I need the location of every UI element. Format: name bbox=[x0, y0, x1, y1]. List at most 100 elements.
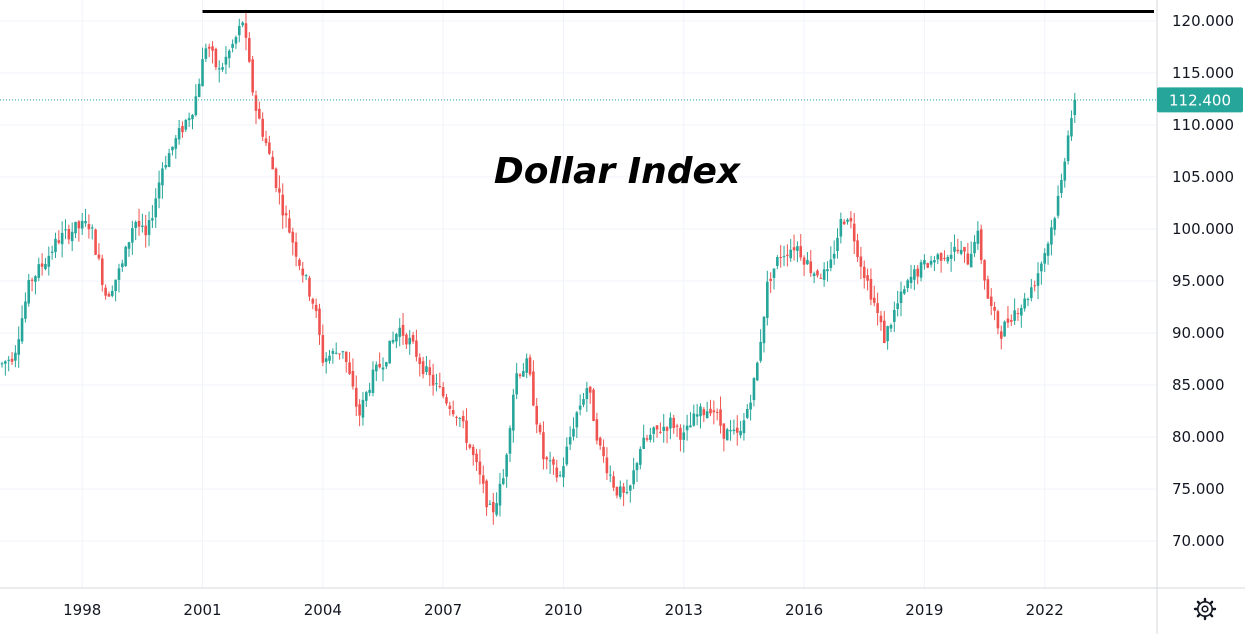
candle-body bbox=[732, 429, 736, 432]
candle-body bbox=[27, 279, 31, 304]
candle-body bbox=[485, 480, 488, 508]
candle-body bbox=[264, 138, 268, 144]
candle-body bbox=[167, 153, 171, 167]
candle-body bbox=[782, 256, 786, 258]
candle-body bbox=[669, 417, 672, 429]
candle-body bbox=[966, 253, 970, 265]
candle-body bbox=[562, 466, 565, 478]
candle-body bbox=[933, 260, 936, 263]
x-tick-label: 1998 bbox=[63, 601, 101, 619]
candle-body bbox=[655, 425, 659, 430]
candle-body bbox=[1030, 287, 1033, 299]
y-tick-label: 70.000 bbox=[1172, 532, 1225, 550]
candle-body bbox=[194, 96, 198, 116]
candle-body bbox=[231, 43, 234, 48]
candle-body bbox=[141, 225, 144, 227]
candle-body bbox=[799, 246, 803, 258]
candle-body bbox=[491, 501, 495, 513]
candle-body bbox=[685, 425, 689, 431]
candle-body bbox=[719, 409, 722, 426]
candle-body bbox=[1036, 273, 1040, 286]
candle-body bbox=[913, 269, 916, 280]
candle-body bbox=[963, 246, 966, 252]
candle-body bbox=[752, 378, 756, 401]
candle-body bbox=[7, 359, 10, 361]
candle-body bbox=[131, 228, 134, 243]
candle-body bbox=[84, 220, 87, 224]
current-price-label: 112.400 bbox=[1157, 87, 1243, 113]
candle-body bbox=[896, 303, 899, 310]
candle-body bbox=[923, 260, 926, 265]
candle-body bbox=[956, 249, 960, 252]
candle-body bbox=[976, 230, 980, 244]
candle-body bbox=[17, 339, 21, 355]
candle-body bbox=[144, 225, 148, 236]
candle-body bbox=[522, 371, 525, 377]
candle-body bbox=[502, 478, 505, 484]
candle-body bbox=[30, 279, 34, 281]
candle-body bbox=[1073, 99, 1077, 116]
candle-body bbox=[278, 188, 281, 193]
candle-body bbox=[929, 260, 933, 265]
candle-body bbox=[268, 142, 271, 154]
y-tick-label: 95.000 bbox=[1172, 272, 1225, 290]
candle-body bbox=[632, 470, 635, 485]
candle-body bbox=[10, 358, 14, 362]
candle-body bbox=[508, 428, 512, 454]
candle-body bbox=[368, 389, 371, 393]
candle-body bbox=[314, 304, 318, 312]
candle-body bbox=[1006, 318, 1010, 323]
candle-body bbox=[662, 426, 666, 431]
y-tick-label: 80.000 bbox=[1172, 428, 1225, 446]
candle-body bbox=[755, 362, 759, 381]
candle-body bbox=[645, 438, 649, 440]
candle-body bbox=[401, 324, 405, 336]
candle-body bbox=[872, 297, 876, 303]
candle-body bbox=[866, 275, 869, 281]
candle-body bbox=[836, 237, 839, 252]
candle-body bbox=[151, 218, 154, 221]
candle-body bbox=[298, 259, 301, 266]
candle-body bbox=[338, 353, 341, 355]
candle-body bbox=[943, 257, 946, 259]
candle-body bbox=[832, 253, 836, 259]
candle-body bbox=[769, 278, 772, 281]
candle-body bbox=[789, 249, 793, 259]
candle-body bbox=[1026, 299, 1030, 301]
candle-body bbox=[104, 287, 107, 296]
candle-body bbox=[137, 220, 141, 227]
candle-body bbox=[578, 405, 582, 410]
candle-body bbox=[244, 23, 248, 38]
chart-title: Dollar Index bbox=[494, 151, 742, 192]
candle-body bbox=[1040, 263, 1043, 272]
candle-body bbox=[525, 358, 528, 373]
candle-body bbox=[254, 95, 258, 111]
candle-body bbox=[749, 402, 752, 410]
candle-body bbox=[354, 387, 358, 407]
grid-lines bbox=[0, 0, 1157, 588]
candle-body bbox=[1056, 195, 1060, 216]
candle-body bbox=[284, 213, 288, 216]
candle-body bbox=[204, 48, 208, 59]
candle-body bbox=[989, 296, 993, 307]
candle-body bbox=[642, 437, 645, 449]
candle-body bbox=[110, 290, 114, 296]
candle-body bbox=[371, 369, 375, 393]
candle-body bbox=[512, 394, 515, 431]
candle-body bbox=[344, 351, 348, 363]
candle-body bbox=[999, 331, 1003, 339]
current-price-text: 112.400 bbox=[1169, 91, 1231, 109]
candle-body bbox=[301, 268, 305, 276]
candle-body bbox=[829, 259, 833, 268]
candle-body bbox=[709, 408, 712, 414]
candle-body bbox=[207, 46, 211, 49]
candle-body bbox=[555, 467, 559, 478]
gear-icon[interactable] bbox=[1193, 597, 1217, 621]
x-tick-label: 2001 bbox=[183, 601, 221, 619]
candle-body bbox=[1013, 310, 1016, 321]
y-tick-label: 120.000 bbox=[1172, 12, 1234, 30]
candle-body bbox=[582, 399, 585, 405]
candle-body bbox=[445, 397, 448, 404]
candle-body bbox=[535, 405, 539, 425]
